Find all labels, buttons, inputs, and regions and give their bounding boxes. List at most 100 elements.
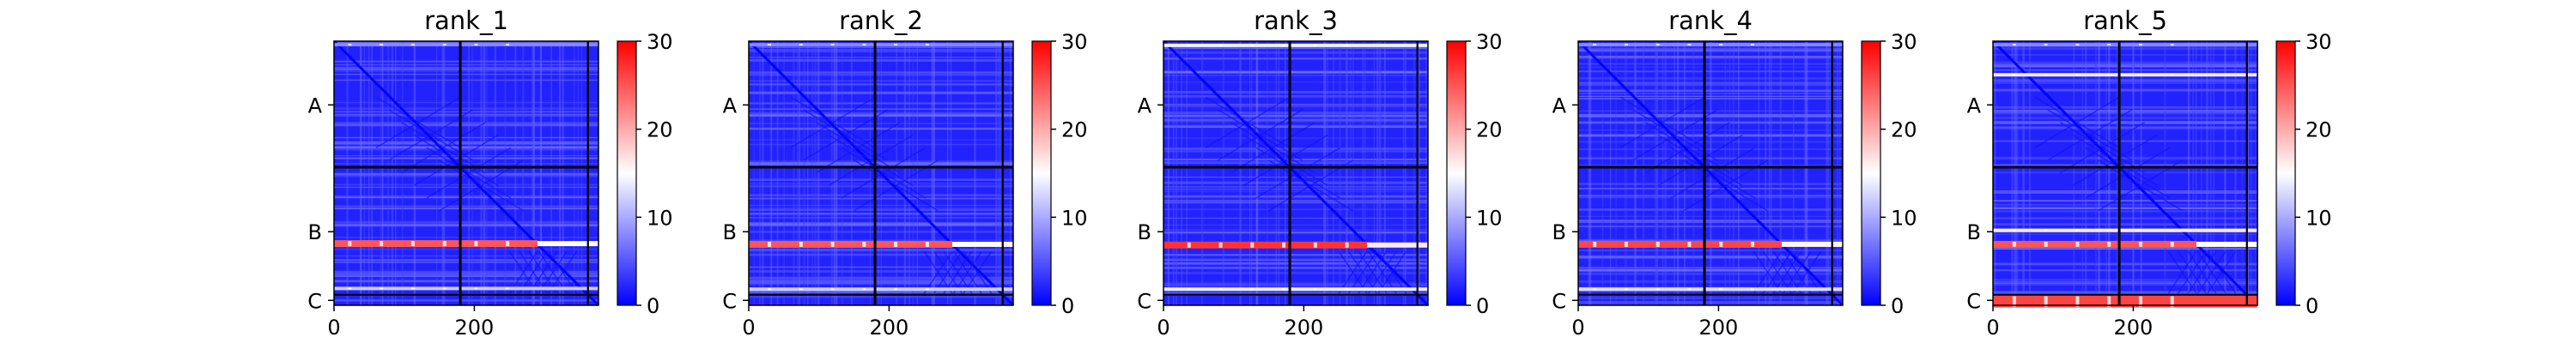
heatmap-bright-row-gap: [799, 241, 803, 247]
heatmap-cross-pattern: [841, 147, 927, 199]
heatmap-row-stripe: [749, 280, 1013, 283]
heatmap-row-stripe: [1578, 195, 1843, 197]
heatmap-col-stripe: [1654, 41, 1657, 305]
heatmap-bright-row-gap: [2107, 241, 2111, 247]
heatmap-row-stripe: [1163, 57, 1428, 60]
heatmap-cross-pattern: [1230, 122, 1315, 174]
heatmap-col-stripe: [532, 41, 533, 305]
heatmap-col-stripe: [2234, 41, 2236, 305]
heatmap-col-stripe: [908, 41, 910, 305]
heatmap-row-stripe: [1993, 203, 2257, 206]
heatmap-row-stripe: [334, 60, 598, 63]
heatmap-row-stripe: [334, 114, 598, 117]
heatmap-bright-row-gap: [925, 288, 929, 291]
heatmap-col-stripe: [830, 41, 833, 305]
heatmap-cross-pattern: [1772, 250, 1802, 294]
heatmap-cross-pattern: [1218, 109, 1303, 161]
heatmap-cross-pattern: [803, 109, 889, 161]
heatmap-bright-row-gap: [1218, 242, 1223, 248]
heatmap-row-stripe: [1578, 63, 1843, 65]
heatmap-col-stripe: [1418, 41, 1420, 305]
heatmap-row-stripe: [1578, 121, 1843, 123]
heatmap-bright-row: [334, 240, 538, 248]
heatmap-row-stripe: [1163, 224, 1428, 226]
heatmap-col-stripe: [1172, 41, 1175, 305]
heatmap-col-stripe: [850, 41, 853, 305]
panel-title: rank_1: [424, 6, 508, 35]
heatmap-row-stripe: [1993, 82, 2257, 84]
heatmap-row-stripe: [1993, 249, 2257, 250]
heatmap-col-stripe: [443, 41, 446, 305]
heatmap-row-stripe: [1578, 95, 1843, 98]
heatmap-row-stripe: [1993, 107, 2257, 109]
heatmap-row-stripe: [1993, 164, 2257, 166]
heatmap-col-stripe: [1634, 41, 1637, 305]
heatmap-bright-row: [1578, 240, 1782, 248]
heatmap-row-stripe: [334, 205, 598, 207]
heatmap-bright-row-gap: [862, 288, 866, 291]
heatmap-row-stripe: [1993, 247, 2257, 250]
axes-frame: [333, 40, 599, 306]
heatmap-col-stripe: [2014, 41, 2016, 305]
heatmap-bright-row-gap: [862, 241, 866, 247]
heatmap-row-stripe: [334, 196, 598, 198]
heatmap-bright-row-gap: [410, 44, 415, 46]
colorbar-tick-label: 10: [2306, 206, 2332, 230]
heatmap-col-stripe: [522, 41, 525, 305]
heatmap-row-stripe: [334, 220, 598, 224]
heatmap-col-stripe: [811, 41, 813, 305]
heatmap-bright-row-gap: [1345, 242, 1349, 248]
heatmap-bright-row-gap: [1593, 44, 1597, 46]
heatmap-bright-row-gap: [2075, 296, 2080, 307]
heatmap-row-stripe: [1163, 188, 1428, 190]
y-tick-label: C: [307, 289, 322, 313]
heatmap-row-stripe: [749, 102, 1013, 104]
heatmap-row-stripe: [1163, 202, 1428, 204]
heatmap-row-stripe: [1163, 94, 1428, 98]
x-tick-label: 0: [1571, 316, 1584, 340]
heatmap-col-stripe: [878, 41, 879, 305]
heatmap-row-stripe: [1993, 54, 2257, 56]
colorbar-tick-label: 30: [1476, 30, 1503, 54]
heatmap-bright-row: [1993, 43, 2257, 47]
heatmap-row-stripe: [1993, 208, 2257, 209]
heatmap-bright-row-gap: [1593, 241, 1597, 247]
heatmap-cross-pattern: [933, 250, 963, 294]
heatmap-col-stripe: [1378, 41, 1381, 305]
heatmap-row-stripe: [1578, 220, 1843, 222]
colorbar: [2275, 40, 2296, 306]
heatmap-row-stripe: [749, 277, 1013, 280]
heatmap-row-stripe: [749, 183, 1013, 185]
heatmap-row-stripe: [749, 223, 1013, 226]
colorbar-tick-label: 0: [1476, 294, 1489, 318]
heatmap-row-stripe: [1163, 208, 1428, 211]
heatmap-col-stripe: [1656, 41, 1658, 305]
heatmap-cross-pattern: [1242, 134, 1328, 186]
heatmap-row-stripe: [1993, 291, 2257, 293]
y-tick-label: A: [723, 93, 738, 117]
heatmap-bright-row-gap: [925, 44, 929, 46]
heatmap-row-stripe: [1578, 250, 1843, 251]
heatmap-row-stripe: [1163, 91, 1428, 93]
heatmap-cross-pattern: [1377, 250, 1407, 294]
heatmap-row-stripe: [334, 146, 598, 149]
heatmap-bright-row: [1578, 287, 1843, 292]
heatmap-bright-row-gap: [2044, 241, 2048, 247]
heatmap-col-stripe: [443, 41, 445, 305]
heatmap-cross-pattern: [1645, 122, 1730, 174]
heatmap-row-stripe: [1578, 47, 1843, 50]
heatmap-col-stripe: [539, 41, 543, 305]
heatmap-col-stripe: [2108, 41, 2111, 305]
heatmap-col-stripe: [996, 41, 998, 305]
heatmap-col-stripe: [1724, 41, 1727, 305]
heatmap-row-stripe: [1163, 185, 1428, 188]
heatmap-row-stripe: [749, 162, 1013, 165]
heatmap-row-stripe: [334, 208, 598, 210]
heatmap-col-stripe: [360, 41, 361, 305]
heatmap-row-stripe: [1993, 123, 2257, 124]
heatmap-diagonal: [1991, 39, 2259, 307]
heatmap-row-stripe: [749, 58, 1013, 62]
y-tick-label: C: [722, 289, 737, 313]
heatmap-row-stripe: [334, 79, 598, 81]
